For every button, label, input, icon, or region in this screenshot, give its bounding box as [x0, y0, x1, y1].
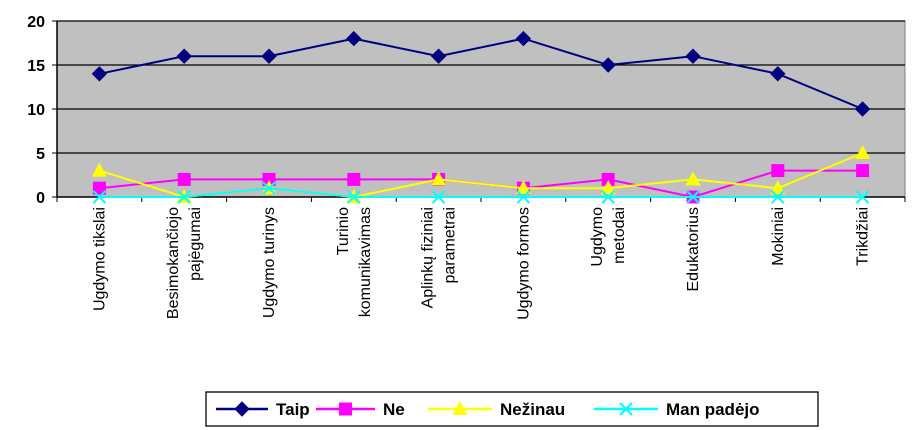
- data-point-marker: [771, 190, 785, 204]
- x-axis-categories: Ugdymo tikslai Besimokančiojo pajėgumai Ugd…: [56, 197, 906, 320]
- data-point-marker: [261, 48, 277, 64]
- x-category-label: Aplinkų fiziniai: [420, 207, 437, 308]
- legend-box: [205, 391, 819, 427]
- series-group: [91, 30, 871, 204]
- x-category-label: Trikdžiai: [855, 207, 872, 266]
- data-point-marker: [685, 171, 701, 186]
- series-man-padėjo: [92, 181, 870, 204]
- x-category-label: Ugdymo: [589, 207, 606, 267]
- data-point-marker: [234, 401, 250, 417]
- data-point-marker: [347, 172, 361, 186]
- y-tick-label: 15: [27, 58, 45, 75]
- data-point-marker: [856, 164, 870, 178]
- data-point-marker: [177, 190, 191, 204]
- data-point-marker: [431, 190, 446, 204]
- data-point-marker: [177, 172, 191, 186]
- series-taip: [91, 30, 871, 117]
- x-category-label: Edukatorius: [685, 207, 702, 292]
- x-category-label: Mokiniai: [770, 207, 787, 266]
- x-category-label: Turinio: [335, 207, 352, 255]
- legend-label: Man padėjo: [666, 400, 760, 419]
- data-point-marker: [600, 180, 616, 195]
- data-point-marker: [92, 181, 106, 195]
- legend-label: Taip: [276, 400, 310, 419]
- data-point-marker: [686, 190, 700, 204]
- data-point-marker: [91, 162, 107, 177]
- data-point-marker: [91, 66, 108, 82]
- data-point-marker: [619, 402, 633, 416]
- y-tick-label: 20: [27, 14, 45, 31]
- data-point-marker: [855, 145, 871, 159]
- data-point-marker: [600, 57, 616, 73]
- data-point-marker: [262, 172, 276, 186]
- series-line: [99, 187, 863, 198]
- gridlines: [57, 20, 905, 154]
- data-point-marker: [431, 171, 447, 186]
- data-point-marker: [339, 402, 352, 416]
- y-tick-label: 5: [36, 146, 45, 163]
- data-point-marker: [92, 190, 107, 204]
- x-category-label: metodai: [611, 207, 628, 264]
- legend-label: Ne: [383, 400, 405, 419]
- y-tick-label: 10: [27, 102, 45, 119]
- legend-item: Man padėjo: [594, 400, 760, 419]
- x-category-label: Ugdymo turinys: [261, 207, 278, 318]
- data-point-marker: [176, 48, 192, 64]
- data-point-marker: [855, 190, 870, 204]
- data-point-marker: [516, 190, 531, 204]
- legend-label: Nežinau: [500, 400, 565, 419]
- data-point-marker: [685, 48, 701, 64]
- x-category-label: pajėgumai: [187, 207, 204, 281]
- series-line: [99, 37, 863, 110]
- legend-item: Taip: [216, 400, 310, 419]
- data-point-marker: [601, 172, 615, 186]
- data-point-marker: [771, 164, 785, 178]
- x-category-label: Besimokančiojo: [165, 207, 182, 319]
- data-point-marker: [515, 30, 532, 47]
- data-point-marker: [430, 48, 447, 64]
- x-category-label: parametrai: [442, 207, 459, 283]
- data-point-marker: [515, 180, 531, 195]
- legend: Taip Ne Nežinau Man padėjo: [205, 391, 819, 427]
- x-category-label: Ugdymo tikslai: [91, 207, 108, 311]
- data-point-marker: [452, 401, 468, 415]
- data-point-marker: [854, 101, 871, 117]
- data-point-marker: [601, 190, 615, 204]
- y-tick-label: 0: [36, 190, 45, 207]
- x-category-label: Ugdymo formos: [515, 207, 532, 320]
- data-point-marker: [262, 181, 276, 195]
- data-point-marker: [346, 30, 362, 47]
- y-axis-ticks: 0 5 10 15 20: [27, 14, 57, 207]
- data-point-marker: [770, 180, 786, 195]
- legend-item: Nežinau: [428, 400, 565, 419]
- x-category-label: komunikavimas: [357, 207, 374, 317]
- legend-item: Ne: [316, 400, 405, 419]
- data-point-marker: [347, 190, 361, 204]
- data-point-marker: [770, 66, 786, 82]
